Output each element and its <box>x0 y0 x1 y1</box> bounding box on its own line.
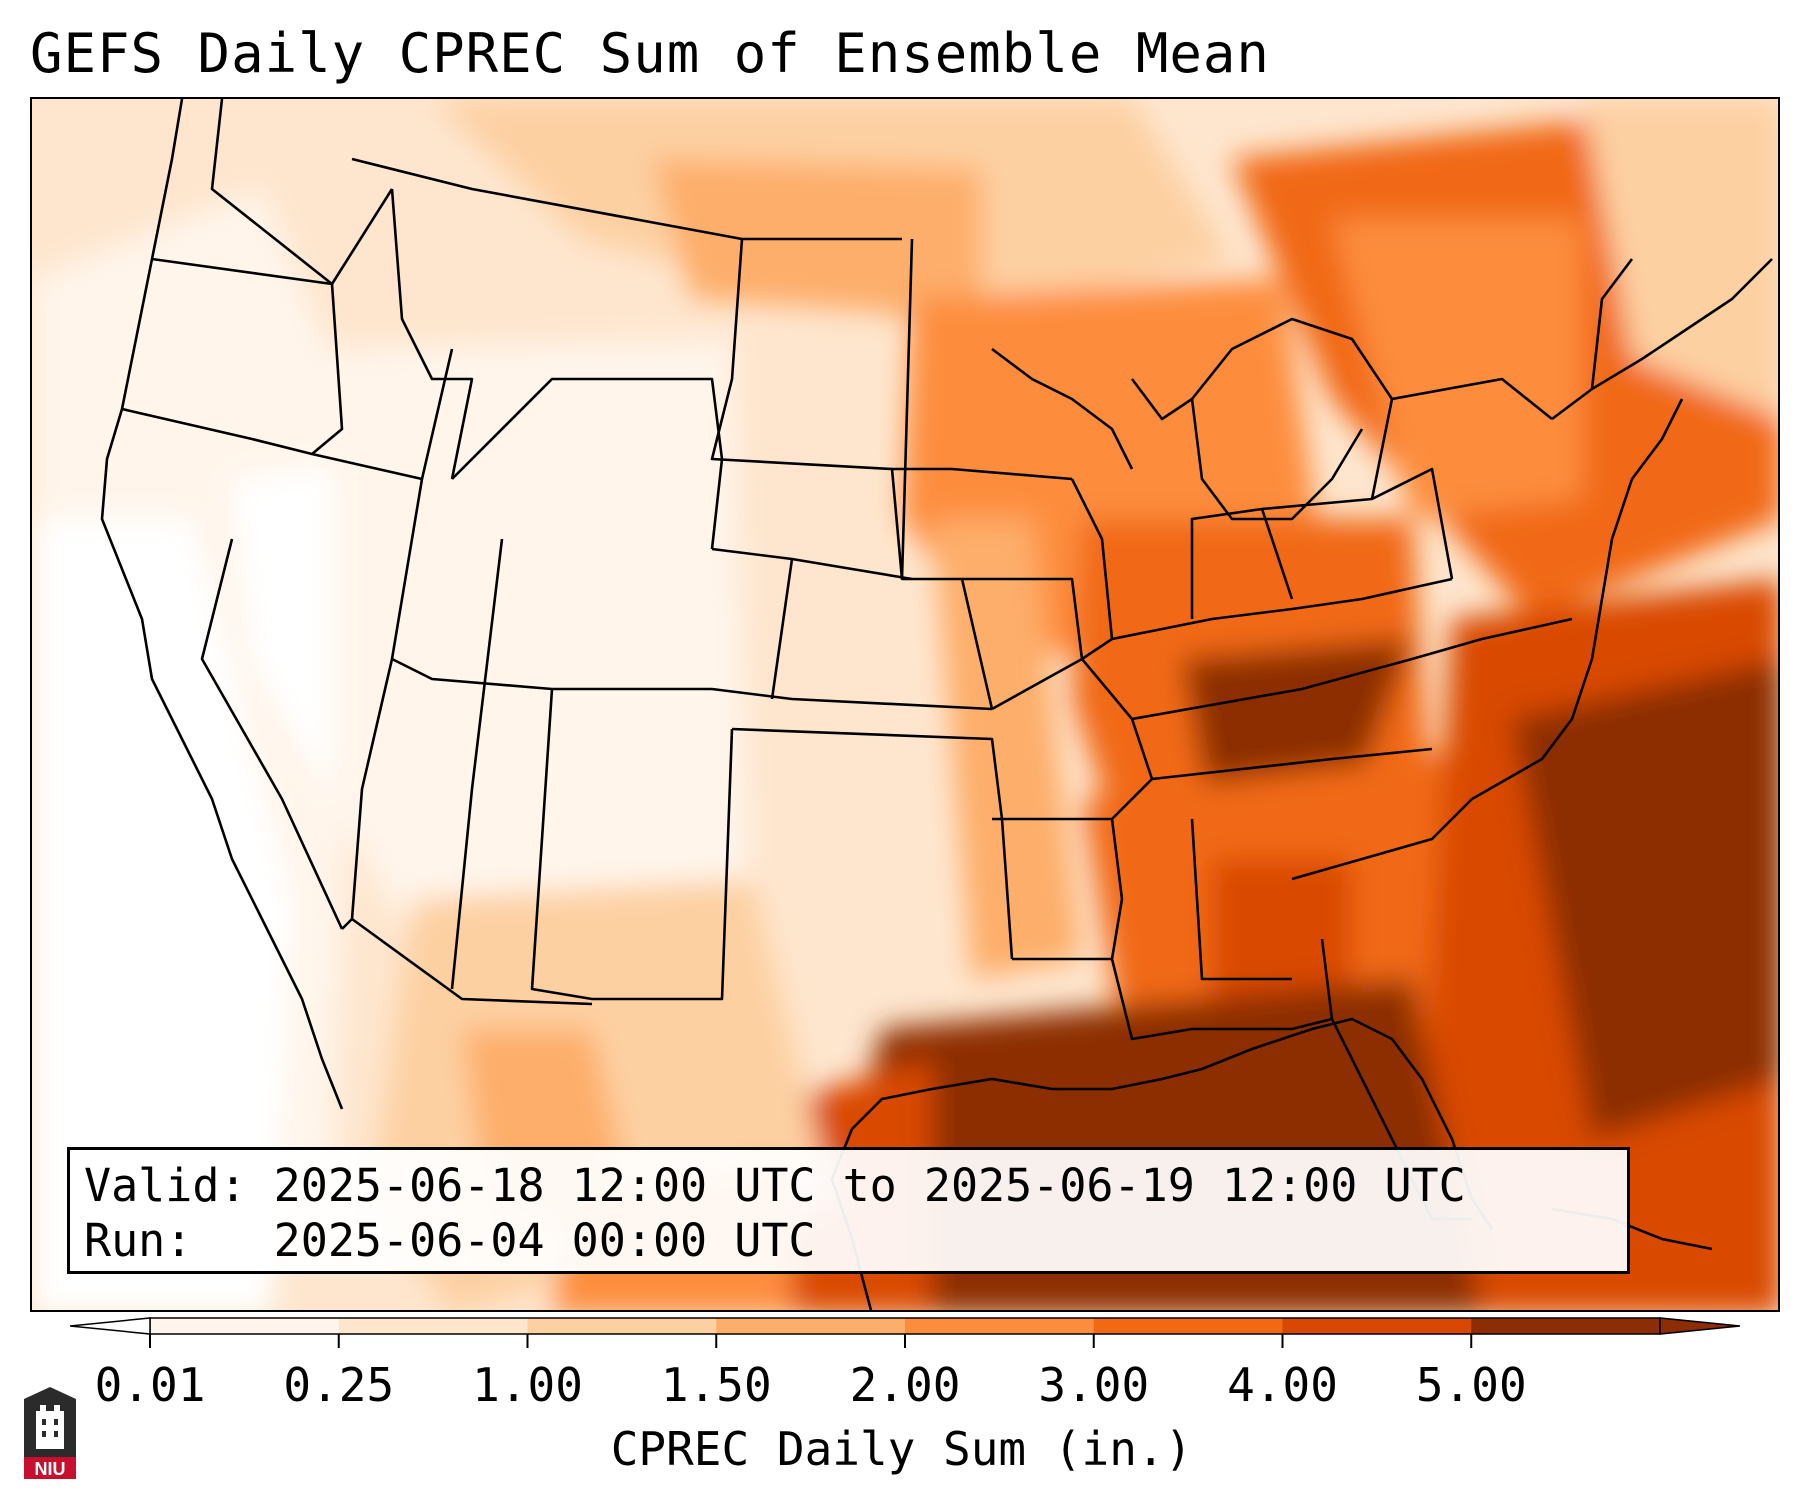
colorbar-label: CPREC Daily Sum (in.) <box>610 1422 1193 1476</box>
run-time: 2025-06-04 00:00 UTC <box>273 1214 816 1267</box>
colorbar-tick-label: 2.00 <box>849 1358 961 1412</box>
colorbar-tick-label: 4.00 <box>1227 1358 1338 1412</box>
precipitation-map[interactable] <box>30 97 1780 1312</box>
colorbar-segment <box>1471 1318 1661 1334</box>
colorbar-segment <box>1093 1318 1283 1334</box>
map-title: GEFS Daily CPREC Sum of Ensemble Mean <box>30 22 1270 85</box>
colorbar-segment <box>338 1318 528 1334</box>
gulf-coastline <box>851 1017 1494 1230</box>
colorbar-tick-label: 3.00 <box>1038 1358 1150 1412</box>
colorbar-tick-label: 1.00 <box>472 1358 583 1412</box>
colorbar-tick-label: 1.50 <box>660 1358 772 1412</box>
colorbar-segment <box>527 1318 717 1334</box>
colorbar-segment <box>905 1318 1095 1334</box>
colorbar-segments <box>149 1317 1661 1335</box>
colorbar-segment <box>716 1318 906 1334</box>
colorbar-segment <box>1282 1318 1472 1334</box>
state-boundaries <box>100 99 1773 1221</box>
colorbar-extend-max <box>1659 1317 1740 1335</box>
map-canvas <box>32 99 1778 1310</box>
colorbar-tick-label: 0.25 <box>283 1358 395 1412</box>
valid-time-range: 2025-06-18 12:00 UTC to 2025-06-19 12:00… <box>273 1159 1466 1212</box>
valid-line: Valid: 2025-06-18 12:00 UTC to 2025-06-1… <box>84 1158 1627 1213</box>
colorbar-extend-min <box>70 1317 151 1335</box>
colorbar-segment <box>150 1318 340 1334</box>
valid-label: Valid: <box>84 1159 247 1212</box>
valid-run-info-box: Valid: 2025-06-18 12:00 UTC to 2025-06-1… <box>67 1147 1630 1274</box>
colorbar-ticks <box>149 1334 1473 1348</box>
colorbar-tick-label: 0.01 <box>94 1358 206 1412</box>
colorbar <box>70 1317 1740 1348</box>
colorbar-tick-label: 5.00 <box>1415 1358 1527 1412</box>
run-line: Run: 2025-06-04 00:00 UTC <box>84 1213 1627 1268</box>
niu-logo: NIU <box>24 1387 76 1479</box>
svg-text:NIU: NIU <box>35 1459 66 1479</box>
run-label: Run: <box>84 1214 193 1267</box>
